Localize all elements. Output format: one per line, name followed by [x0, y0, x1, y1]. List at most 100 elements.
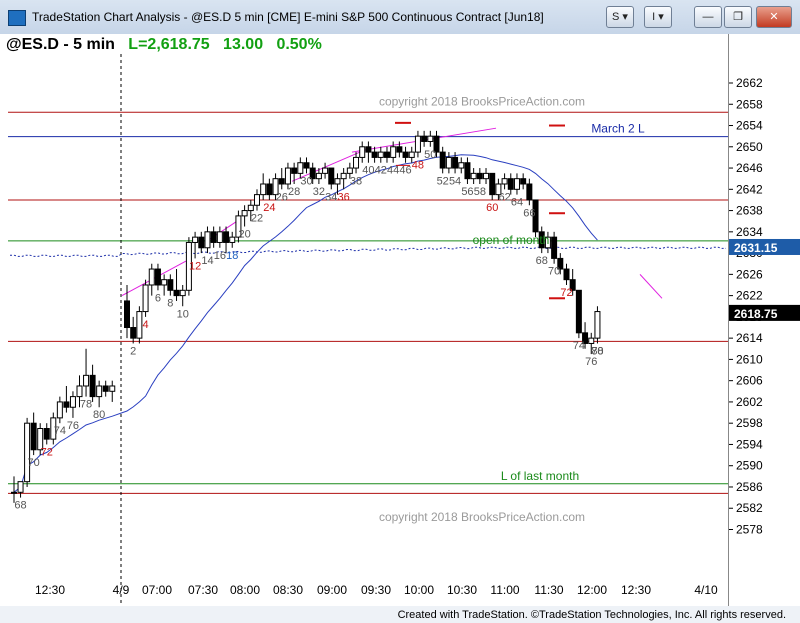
- candle-body-15: [109, 385, 116, 392]
- y-tick-label-20: 2658: [736, 97, 763, 111]
- x-tick-label-2: 07:00: [142, 583, 172, 597]
- i-menu-button[interactable]: I ▾: [644, 6, 672, 28]
- candle-body-59: [390, 146, 397, 158]
- bar-number-34: 56: [461, 186, 473, 198]
- candle-body-78: [507, 178, 514, 190]
- bar-number-29: 46: [399, 165, 411, 177]
- candle-body-0: [11, 491, 17, 494]
- watermark-top: copyright 2018 BrooksPriceAction.com: [379, 94, 585, 108]
- candle-body-85: [551, 236, 558, 259]
- y-tick-label-12: 2626: [736, 267, 763, 281]
- bar-number-12: 12: [189, 260, 201, 272]
- candle-body-22: [161, 279, 168, 286]
- candle-body-65: [427, 135, 434, 142]
- candle-body-44: [297, 162, 304, 174]
- candle-body-26: [185, 241, 192, 291]
- trendline-5: [639, 274, 663, 299]
- y-tick-label-2: 2586: [736, 480, 763, 494]
- y-tick-label-16: 2642: [736, 182, 763, 196]
- x-tick-label-11: 11:30: [534, 583, 563, 597]
- candle-body-37: [253, 194, 260, 206]
- price-badge-label-1: 2618.75: [734, 307, 778, 321]
- candle-body-32: [223, 231, 230, 243]
- bar-number-35: 58: [474, 186, 486, 198]
- x-tick-label-10: 11:00: [490, 583, 519, 597]
- candle-body-58: [383, 151, 390, 158]
- candle-body-70: [458, 162, 465, 169]
- bar-number-18: 24: [263, 202, 275, 214]
- candle-body-52: [346, 167, 353, 174]
- x-tick-label-7: 09:30: [361, 583, 391, 597]
- footer-copyright: Created with TradeStation. ©TradeStation…: [397, 609, 786, 621]
- bar-number-38: 64: [511, 197, 523, 209]
- candle-body-83: [538, 231, 545, 249]
- candle-body-6: [50, 417, 57, 440]
- bar-number-25: 38: [350, 175, 362, 187]
- restore-button[interactable]: ❐: [724, 6, 752, 28]
- y-tick-label-15: 2638: [736, 204, 763, 218]
- bar-number-43: 74: [573, 340, 585, 352]
- bar-number-26: 40: [362, 165, 374, 177]
- candle-body-88: [569, 279, 576, 291]
- x-tick-label-5: 08:30: [273, 583, 303, 597]
- footer-bar: Created with TradeStation. ©TradeStation…: [0, 606, 800, 623]
- minimize-button[interactable]: —: [694, 6, 722, 28]
- x-tick-label-12: 12:00: [577, 583, 607, 597]
- candle-body-82: [532, 199, 539, 233]
- net-change-label: 13.00: [223, 36, 264, 53]
- price-axis[interactable]: 2578 2582 2586 2590 2594 2598 2602 2606 2610 2614…: [729, 34, 800, 606]
- candle-body-38: [260, 183, 267, 196]
- symbol-header: @ES.D - 5 min L=2,618.75 13.00 0.50%: [6, 36, 322, 54]
- trendline-3: [291, 151, 361, 182]
- bar-number-1: 70: [28, 457, 40, 469]
- candle-body-31: [216, 231, 223, 243]
- bar-number-31: 50: [424, 149, 436, 161]
- bar-number-6: 80: [93, 409, 105, 421]
- price-badge-0: [729, 238, 800, 255]
- candle-body-14: [102, 385, 109, 392]
- candle-body-54: [359, 146, 366, 158]
- candle-body-23: [167, 279, 174, 291]
- candle-body-5: [43, 428, 50, 440]
- y-tick-label-17: 2646: [736, 161, 763, 175]
- candle-body-55: [365, 146, 372, 153]
- bar-number-10: 8: [167, 298, 173, 310]
- bar-number-44: 76: [585, 356, 597, 368]
- candle-body-66: [433, 135, 440, 153]
- candle-body-64: [421, 135, 428, 142]
- bar-number-46: 80: [591, 345, 603, 357]
- y-tick-label-21: 2662: [736, 76, 763, 90]
- candle-body-62: [408, 151, 415, 158]
- x-tick-label-14: 4/10: [694, 583, 718, 597]
- candle-body-34: [235, 215, 242, 238]
- bar-number-24: 36: [338, 191, 350, 203]
- x-tick-label-3: 07:30: [188, 583, 218, 597]
- candle-body-89: [575, 289, 582, 334]
- candle-body-67: [439, 151, 446, 169]
- candle-body-35: [241, 210, 248, 217]
- bar-number-16: 20: [238, 229, 250, 241]
- close-button[interactable]: ✕: [756, 6, 792, 28]
- x-tick-label-0: 12:30: [35, 583, 65, 597]
- bar-number-21: 30: [300, 175, 312, 187]
- x-tick-label-9: 10:30: [447, 583, 477, 597]
- price-badge-label-0: 2631.15: [734, 241, 778, 255]
- s-menu-button[interactable]: S ▾: [606, 6, 634, 28]
- candle-body-91: [588, 337, 595, 344]
- bar-number-0: 68: [14, 500, 26, 512]
- candle-body-90: [582, 332, 589, 344]
- candle-body-69: [452, 156, 459, 169]
- candle-body-68: [445, 156, 452, 169]
- bar-number-17: 22: [251, 213, 263, 225]
- candle-body-71: [464, 162, 471, 180]
- i-menu-label: I: [652, 11, 656, 23]
- y-tick-label-14: 2634: [736, 225, 763, 239]
- price-plot-area[interactable]: copyright 2018 BrooksPriceAction.com copy…: [0, 34, 729, 606]
- price-chart: copyright 2018 BrooksPriceAction.com copy…: [8, 54, 728, 606]
- y-tick-label-5: 2598: [736, 416, 763, 430]
- y-tick-label-19: 2654: [736, 119, 763, 133]
- candle-body-45: [303, 162, 310, 169]
- candle-body-75: [489, 172, 496, 196]
- bar-number-19: 26: [276, 191, 288, 203]
